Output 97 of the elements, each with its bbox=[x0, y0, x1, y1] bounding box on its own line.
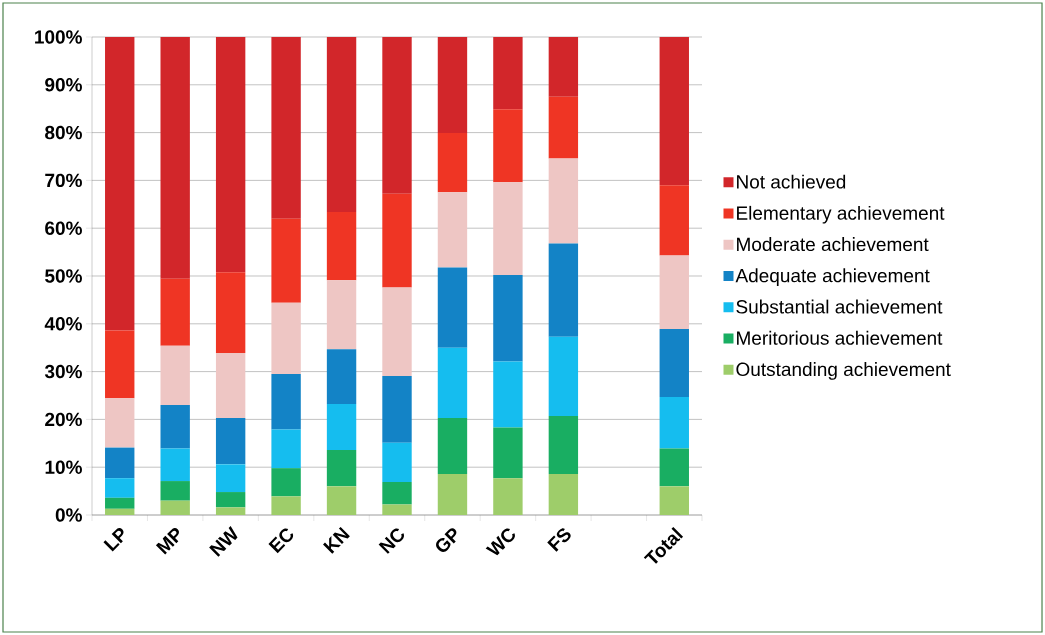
bar bbox=[493, 361, 523, 428]
bar bbox=[215, 417, 246, 465]
bar bbox=[659, 36, 689, 186]
bar bbox=[437, 473, 468, 515]
bar bbox=[493, 275, 523, 362]
legend-label: Substantial achievement bbox=[736, 299, 943, 314]
bar bbox=[382, 482, 412, 505]
bar bbox=[215, 492, 246, 508]
bar bbox=[548, 416, 579, 474]
legend-label: Not achieved bbox=[737, 174, 846, 189]
bar bbox=[215, 507, 246, 515]
bar bbox=[493, 109, 523, 183]
x-tick-label: GP bbox=[436, 528, 457, 552]
x-tick-label: NW bbox=[209, 525, 238, 557]
bar bbox=[271, 302, 301, 374]
bar bbox=[659, 255, 689, 330]
bar bbox=[437, 133, 468, 193]
bar bbox=[326, 280, 357, 350]
bar bbox=[382, 36, 412, 194]
bar bbox=[105, 36, 135, 331]
bar bbox=[437, 417, 468, 474]
x-tick-label: EC bbox=[268, 528, 294, 554]
bar bbox=[160, 36, 190, 279]
bar bbox=[659, 185, 689, 256]
bar bbox=[215, 352, 246, 418]
bar bbox=[382, 287, 412, 376]
bar bbox=[326, 404, 357, 450]
bar bbox=[271, 373, 301, 430]
legend-label: Meritorious achievement bbox=[737, 330, 943, 345]
x-tick-label: WC bbox=[485, 528, 515, 556]
bar bbox=[105, 478, 135, 498]
bar bbox=[160, 500, 190, 515]
bar bbox=[160, 405, 190, 449]
bar bbox=[437, 36, 468, 134]
bar bbox=[382, 504, 412, 515]
bar bbox=[271, 468, 301, 497]
bar bbox=[160, 345, 190, 406]
x-tick-label: LP bbox=[103, 528, 124, 552]
y-tick-label: 40% bbox=[44, 317, 82, 331]
bar bbox=[493, 182, 523, 276]
y-tick-label: 70% bbox=[45, 173, 82, 188]
bar bbox=[271, 496, 301, 515]
bar bbox=[271, 429, 301, 469]
y-tick-label: 20% bbox=[45, 412, 82, 427]
bar bbox=[548, 36, 579, 97]
bar bbox=[437, 347, 468, 418]
y-tick-label: 10% bbox=[45, 460, 82, 474]
bar bbox=[326, 349, 357, 405]
bar bbox=[105, 508, 135, 515]
legend-label: Adequate achievement bbox=[735, 268, 930, 287]
bar bbox=[215, 464, 246, 493]
bar bbox=[271, 36, 301, 219]
bar bbox=[493, 36, 523, 110]
bar bbox=[659, 329, 689, 397]
bar bbox=[659, 448, 689, 487]
x-tick-label: NC bbox=[378, 528, 405, 554]
legend-label: Moderate achievement bbox=[737, 237, 929, 252]
bar bbox=[659, 486, 689, 515]
bar bbox=[105, 447, 135, 479]
bar bbox=[548, 158, 579, 244]
bar bbox=[493, 478, 523, 515]
bar bbox=[382, 375, 412, 443]
bar bbox=[548, 96, 579, 159]
bar bbox=[437, 267, 468, 348]
y-tick-label: 60% bbox=[45, 221, 82, 235]
bar bbox=[548, 243, 579, 337]
bar bbox=[105, 330, 135, 399]
bar bbox=[160, 278, 190, 346]
bar bbox=[215, 36, 246, 273]
legend-label: Outstanding achievement bbox=[736, 362, 951, 380]
bar bbox=[326, 211, 357, 281]
bar bbox=[548, 336, 579, 417]
y-tick-label: 50% bbox=[45, 269, 82, 283]
bar bbox=[493, 427, 523, 479]
bar bbox=[326, 36, 357, 212]
bar bbox=[382, 193, 412, 288]
bar bbox=[326, 486, 357, 515]
y-tick-label: 100% bbox=[35, 30, 82, 44]
y-tick-label: 0% bbox=[55, 508, 82, 522]
bar bbox=[382, 442, 412, 483]
y-tick-label: 90% bbox=[45, 78, 82, 92]
y-tick-label: 30% bbox=[44, 364, 82, 379]
bar bbox=[659, 396, 689, 449]
bar bbox=[215, 272, 246, 353]
bar bbox=[326, 449, 357, 487]
x-tick-label: KN bbox=[323, 526, 350, 554]
x-tick-label: FS bbox=[547, 528, 571, 552]
bar bbox=[271, 218, 301, 303]
bar bbox=[105, 398, 135, 448]
bar bbox=[105, 497, 135, 509]
x-tick-label: MP bbox=[155, 528, 179, 555]
bar bbox=[160, 448, 190, 482]
bar bbox=[437, 192, 468, 268]
bar bbox=[548, 473, 579, 515]
bar bbox=[160, 481, 190, 501]
legend-label: Elementary achievement bbox=[737, 205, 945, 224]
y-tick-label: 80% bbox=[45, 125, 82, 140]
